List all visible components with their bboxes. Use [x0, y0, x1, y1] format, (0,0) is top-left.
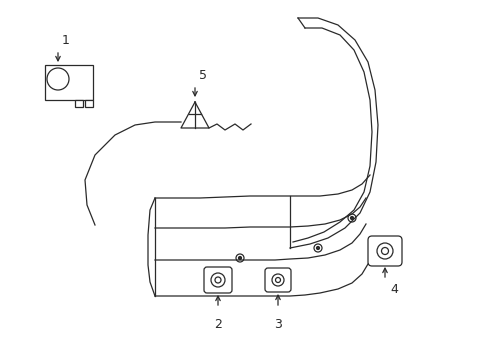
Circle shape — [316, 247, 319, 249]
Circle shape — [350, 216, 353, 220]
Circle shape — [271, 274, 284, 286]
Text: 5: 5 — [199, 69, 206, 82]
Circle shape — [381, 248, 387, 255]
Circle shape — [236, 254, 244, 262]
Circle shape — [210, 273, 224, 287]
Circle shape — [376, 243, 392, 259]
Bar — [75, 100, 83, 107]
Circle shape — [347, 214, 355, 222]
Circle shape — [238, 256, 241, 260]
FancyBboxPatch shape — [367, 236, 401, 266]
FancyBboxPatch shape — [264, 268, 290, 292]
Bar — [85, 100, 93, 107]
FancyBboxPatch shape — [203, 267, 231, 293]
Bar — [45, 65, 93, 100]
Circle shape — [47, 68, 69, 90]
Circle shape — [313, 244, 321, 252]
Circle shape — [275, 278, 280, 283]
Text: 2: 2 — [214, 318, 222, 331]
Text: 1: 1 — [62, 34, 70, 47]
Text: 3: 3 — [273, 318, 282, 331]
Text: 4: 4 — [389, 283, 397, 296]
Circle shape — [215, 277, 221, 283]
